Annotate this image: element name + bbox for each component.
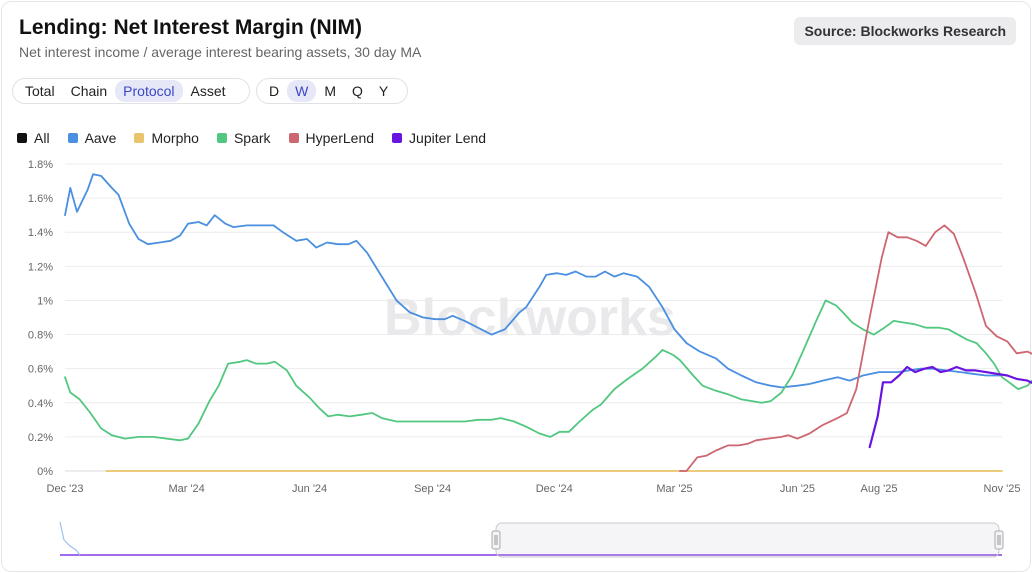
chart-legend: All Aave Morpho Spark HyperLend Jupiter … bbox=[17, 130, 504, 146]
legend-label-jupiter-lend: Jupiter Lend bbox=[409, 130, 487, 146]
x-tick-label: Jun '24 bbox=[292, 483, 327, 495]
legend-label-all: All bbox=[34, 130, 50, 146]
x-tick-label: Aug '25 bbox=[861, 483, 898, 495]
legend-item-aave[interactable]: Aave bbox=[67, 130, 117, 146]
navigator-selection bbox=[495, 522, 1000, 558]
tab-period-m[interactable]: M bbox=[324, 83, 337, 99]
tab-asset[interactable]: Asset bbox=[190, 83, 226, 99]
tab-period-w[interactable]: W bbox=[287, 80, 317, 102]
navigator-handle-right[interactable] bbox=[994, 530, 1004, 550]
legend-swatch-all bbox=[17, 133, 27, 143]
legend-item-spark[interactable]: Spark bbox=[216, 130, 271, 146]
y-tick-label: 1.2% bbox=[28, 261, 53, 273]
navigator-handle-left[interactable] bbox=[491, 530, 501, 550]
x-tick-label: Jun '25 bbox=[780, 483, 815, 495]
tab-period-y[interactable]: Y bbox=[378, 83, 389, 99]
tab-period-d[interactable]: D bbox=[269, 83, 280, 99]
y-tick-label: 1.4% bbox=[28, 227, 53, 239]
legend-swatch-morpho bbox=[134, 133, 145, 143]
y-axis: 0% 0.2% 0.4% 0.6% 0.8% 1% 1.2% 1.4% 1.6% 1.8% bbox=[28, 159, 53, 478]
y-tick-label: 0% bbox=[37, 466, 53, 478]
series-line-spark bbox=[64, 299, 1032, 442]
period-tab-group: D W M Q Y bbox=[256, 78, 408, 104]
legend-swatch-aave bbox=[67, 133, 78, 143]
legend-item-morpho[interactable]: Morpho bbox=[134, 130, 199, 146]
series-line-hyperlend bbox=[679, 224, 1032, 472]
legend-swatch-hyperlend bbox=[288, 133, 299, 143]
legend-label-morpho: Morpho bbox=[151, 130, 199, 146]
legend-swatch-jupiter-lend bbox=[392, 133, 403, 143]
x-tick-label: Nov '25 bbox=[984, 483, 1021, 495]
source-badge: Source: Blockworks Research bbox=[794, 17, 1016, 45]
legend-swatch-spark bbox=[216, 133, 227, 143]
y-tick-label: 0.2% bbox=[28, 432, 53, 444]
series-line-aave bbox=[64, 173, 1003, 389]
y-tick-label: 1.6% bbox=[28, 193, 53, 205]
y-tick-label: 0.6% bbox=[28, 364, 53, 376]
x-tick-label: Dec '24 bbox=[536, 483, 573, 495]
series-line-jupiter-lend bbox=[868, 365, 1032, 449]
legend-label-spark: Spark bbox=[233, 130, 271, 146]
range-navigator[interactable] bbox=[59, 521, 1004, 558]
legend-label-hyperlend: HyperLend bbox=[305, 130, 375, 146]
y-tick-label: 1.8% bbox=[28, 159, 53, 171]
page-title: Lending: Net Interest Margin (NIM) bbox=[19, 16, 362, 39]
legend-item-all[interactable]: All bbox=[17, 130, 50, 146]
y-tick-label: 1% bbox=[37, 295, 53, 307]
y-tick-label: 0.8% bbox=[28, 330, 53, 342]
legend-label-aave: Aave bbox=[84, 130, 117, 146]
y-tick-label: 0.4% bbox=[28, 398, 53, 410]
x-tick-label: Mar '25 bbox=[656, 483, 692, 495]
tab-chain[interactable]: Chain bbox=[70, 83, 108, 99]
tab-period-q[interactable]: Q bbox=[352, 83, 363, 99]
tab-protocol[interactable]: Protocol bbox=[115, 80, 183, 102]
series-lines bbox=[64, 173, 1032, 472]
tab-total[interactable]: Total bbox=[25, 83, 55, 99]
legend-item-hyperlend[interactable]: HyperLend bbox=[288, 130, 375, 146]
legend-item-jupiter-lend[interactable]: Jupiter Lend bbox=[392, 130, 486, 146]
view-tab-group: Total Chain Protocol Asset bbox=[12, 78, 250, 104]
navigator-aave-line bbox=[59, 521, 81, 556]
x-tick-label: Dec '23 bbox=[47, 483, 84, 495]
x-tick-label: Mar '24 bbox=[168, 483, 204, 495]
x-axis: Dec '23 Mar '24 Jun '24 Sep '24 Dec '24 Mar '… bbox=[47, 483, 1021, 495]
x-tick-label: Sep '24 bbox=[414, 483, 451, 495]
page-subtitle: Net interest income / average interest b… bbox=[19, 44, 422, 60]
